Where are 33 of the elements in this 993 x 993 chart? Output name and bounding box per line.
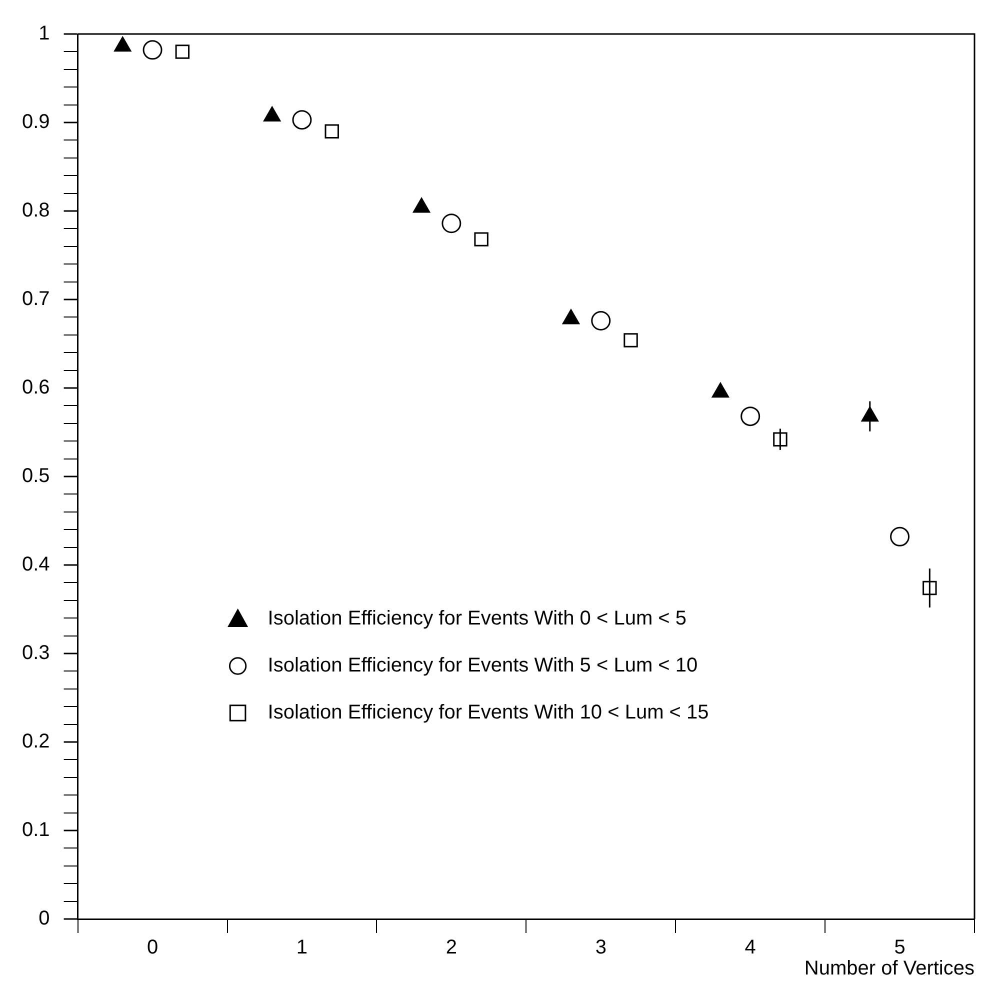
point bbox=[175, 44, 190, 59]
point bbox=[624, 333, 638, 348]
legend-label: Isolation Efficiency for Events With 5 < Lum < 10 bbox=[268, 654, 698, 677]
legend-label: Isolation Efficiency for Events With 10 < Lum < 15 bbox=[268, 702, 709, 724]
point bbox=[890, 526, 910, 546]
x-tick-label: 3 bbox=[595, 936, 606, 959]
point bbox=[773, 432, 788, 446]
point bbox=[922, 580, 937, 596]
y-tick-label: 0.5 bbox=[22, 465, 50, 488]
y-tick-label: 0.2 bbox=[22, 730, 50, 753]
x-tick-label: 2 bbox=[446, 936, 457, 959]
point bbox=[142, 40, 162, 60]
x-tick-label: 1 bbox=[296, 936, 308, 959]
x-tick-label: 0 bbox=[146, 936, 158, 959]
point bbox=[292, 110, 312, 130]
y-tick-label: 0.9 bbox=[22, 111, 50, 134]
x-tick-label: 5 bbox=[894, 936, 906, 959]
y-tick-label: 0.8 bbox=[22, 200, 50, 222]
y-tick-label: 0.6 bbox=[22, 376, 50, 399]
y-tick-label: 0.3 bbox=[22, 642, 50, 664]
y-tick-label: 0.7 bbox=[22, 288, 50, 310]
point bbox=[442, 214, 462, 234]
point bbox=[740, 406, 760, 426]
y-tick-label: 0.4 bbox=[22, 554, 50, 576]
x-axis-title: Number of Vertices bbox=[804, 958, 974, 980]
x-tick-label: 4 bbox=[744, 936, 756, 959]
y-tick-label: 1 bbox=[38, 22, 50, 45]
y-tick-label: 0.1 bbox=[22, 819, 50, 842]
legend-label: Isolation Efficiency for Events With 0 < Lum < 5 bbox=[268, 608, 687, 630]
point bbox=[474, 232, 488, 246]
y-tick-label: 0 bbox=[38, 908, 50, 930]
point bbox=[591, 310, 611, 330]
point bbox=[324, 124, 339, 138]
